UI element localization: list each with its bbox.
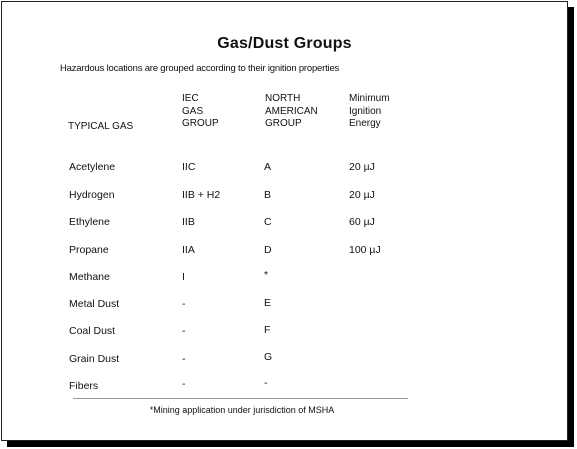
table-cell-iec: IIB [182, 216, 195, 228]
table-cell-iec: IIA [182, 244, 195, 256]
table-cell-iec: - [182, 378, 186, 390]
table-divider [73, 398, 408, 399]
header-minimum-ignition-energy: Minimum Ignition Energy [349, 93, 390, 129]
table-cell-na: E [264, 297, 272, 309]
table-cell-gas: Hydrogen [69, 189, 115, 201]
page-title: Gas/Dust Groups [217, 35, 352, 52]
table-cell-na: * [264, 269, 269, 281]
table-cell-gas: Propane [69, 244, 109, 256]
table-cell-na: D [264, 244, 272, 256]
table-cell-iec: - [182, 298, 186, 310]
slide-frame: Gas/Dust Groups Hazardous locations are … [1, 1, 568, 441]
table-cell-na: G [264, 351, 273, 363]
table-cell-gas: Acetylene [69, 161, 116, 173]
table-cell-iec: - [182, 353, 186, 365]
header-typical-gas: TYPICAL GAS [68, 121, 134, 132]
header-north-american-group: NORTH AMERICAN GROUP [265, 93, 318, 129]
table-cell-energy: 20 µJ [349, 189, 375, 201]
footnote: *Mining application under jurisdiction o… [149, 405, 335, 415]
header-iec-gas-group: IEC GAS GROUP [182, 93, 219, 129]
table-cell-na: C [264, 216, 272, 228]
table-cell-na: - [264, 377, 268, 389]
table-cell-gas: Methane [69, 271, 110, 283]
table-cell-iec: IIB + H2 [182, 189, 221, 201]
page-subtitle: Hazardous locations are grouped accordin… [60, 63, 340, 74]
table-cell-energy: 100 µJ [349, 244, 381, 256]
table-cell-gas: Coal Dust [69, 325, 116, 337]
table-cell-gas: Fibers [69, 380, 99, 392]
table-cell-gas: Metal Dust [69, 298, 120, 310]
table-cell-gas: Ethylene [69, 216, 110, 228]
table-cell-na: F [264, 324, 271, 336]
table-cell-gas: Grain Dust [69, 353, 120, 365]
table-cell-energy: 20 µJ [349, 161, 375, 173]
table-cell-na: B [264, 189, 272, 201]
table-cell-energy: 60 µJ [349, 216, 375, 228]
table-cell-iec: - [182, 325, 186, 337]
table-cell-iec: I [182, 271, 185, 283]
table-cell-na: A [264, 161, 272, 173]
table-cell-iec: IIC [182, 161, 196, 173]
